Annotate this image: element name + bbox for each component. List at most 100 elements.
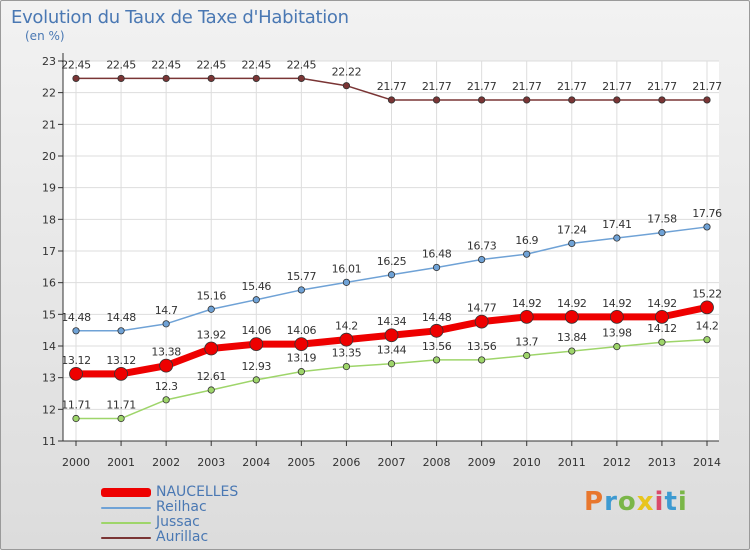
data-point-jussac bbox=[117, 414, 125, 423]
y-tick-label: 17 bbox=[42, 245, 56, 258]
data-point-jussac bbox=[658, 338, 666, 346]
y-tick-label: 11 bbox=[42, 435, 56, 448]
data-label-naucelles: 13.12 bbox=[61, 354, 91, 367]
legend-label: Aurillac bbox=[156, 529, 209, 545]
data-point-aurillac bbox=[703, 96, 711, 104]
data-point-jussac bbox=[252, 376, 260, 384]
data-point-reilhac bbox=[478, 255, 486, 264]
data-label-reilhac: 16.73 bbox=[467, 240, 497, 253]
data-point-jussac bbox=[387, 360, 396, 368]
data-label-aurillac: 21.77 bbox=[467, 80, 497, 93]
data-point-naucelles bbox=[655, 309, 669, 324]
x-tick-label: 2002 bbox=[152, 456, 180, 469]
data-label-naucelles: 14.34 bbox=[377, 315, 407, 328]
data-label-naucelles: 14.92 bbox=[557, 297, 587, 310]
data-label-naucelles: 15.22 bbox=[692, 287, 722, 300]
data-label-naucelles: 14.2 bbox=[335, 320, 358, 333]
data-label-aurillac: 22.22 bbox=[332, 66, 362, 79]
y-tick-label: 15 bbox=[42, 308, 56, 321]
data-label-jussac: 13.35 bbox=[332, 347, 362, 360]
data-point-naucelles bbox=[384, 328, 399, 343]
logo-letter: P bbox=[584, 487, 605, 517]
data-label-reilhac: 17.58 bbox=[647, 213, 677, 226]
y-tick-label: 14 bbox=[42, 340, 56, 353]
data-label-aurillac: 21.77 bbox=[377, 80, 407, 93]
data-point-naucelles bbox=[700, 300, 714, 315]
data-point-naucelles bbox=[339, 332, 354, 347]
logo-letter: o bbox=[617, 487, 637, 517]
data-point-jussac bbox=[342, 362, 351, 371]
data-point-jussac bbox=[703, 336, 711, 344]
legend-label: Jussac bbox=[156, 514, 200, 530]
data-point-naucelles bbox=[114, 366, 128, 381]
data-point-aurillac bbox=[478, 96, 486, 104]
data-label-aurillac: 22.45 bbox=[151, 58, 181, 71]
data-label-aurillac: 22.45 bbox=[61, 58, 91, 71]
y-tick-label: 22 bbox=[42, 87, 56, 100]
data-label-aurillac: 21.77 bbox=[647, 80, 677, 93]
data-label-jussac: 12.3 bbox=[155, 380, 178, 393]
x-tick-label: 2006 bbox=[332, 456, 360, 469]
data-point-jussac bbox=[72, 414, 80, 423]
data-label-aurillac: 22.45 bbox=[196, 58, 226, 71]
data-label-reilhac: 17.41 bbox=[602, 218, 632, 231]
data-point-jussac bbox=[478, 356, 486, 364]
data-point-reilhac bbox=[117, 327, 125, 335]
logo-letter: r bbox=[604, 487, 618, 517]
y-tick-label: 18 bbox=[42, 213, 56, 226]
data-label-jussac: 12.61 bbox=[196, 370, 226, 383]
data-label-naucelles: 13.92 bbox=[196, 329, 226, 342]
x-tick-label: 2011 bbox=[558, 456, 586, 469]
data-label-aurillac: 21.77 bbox=[512, 80, 542, 93]
data-point-reilhac bbox=[342, 278, 351, 286]
data-label-reilhac: 15.16 bbox=[196, 289, 226, 302]
y-tick-label: 19 bbox=[42, 182, 56, 195]
data-point-aurillac bbox=[523, 96, 531, 104]
data-point-jussac bbox=[162, 396, 170, 404]
x-tick-label: 2001 bbox=[107, 456, 135, 469]
x-tick-label: 2003 bbox=[197, 456, 225, 469]
data-label-naucelles: 14.48 bbox=[422, 311, 452, 324]
y-tick-label: 20 bbox=[42, 150, 56, 163]
logo-letter: x bbox=[636, 487, 655, 517]
data-point-aurillac bbox=[117, 74, 125, 83]
logo-letter: i bbox=[677, 487, 688, 517]
data-point-naucelles bbox=[204, 341, 219, 356]
data-point-reilhac bbox=[703, 223, 711, 231]
data-label-naucelles: 13.12 bbox=[106, 354, 136, 367]
data-point-aurillac bbox=[613, 96, 621, 104]
data-point-aurillac bbox=[342, 82, 351, 90]
data-label-jussac: 11.71 bbox=[61, 399, 91, 412]
data-point-naucelles bbox=[429, 323, 444, 338]
data-label-naucelles: 14.06 bbox=[287, 324, 317, 337]
data-label-aurillac: 21.77 bbox=[557, 80, 587, 93]
data-label-jussac: 13.84 bbox=[557, 331, 587, 344]
data-label-reilhac: 14.7 bbox=[155, 304, 178, 317]
data-label-jussac: 13.19 bbox=[287, 352, 317, 365]
data-label-naucelles: 14.77 bbox=[467, 302, 497, 315]
x-tick-label: 2014 bbox=[693, 456, 721, 469]
data-point-reilhac bbox=[162, 320, 170, 328]
data-point-aurillac bbox=[162, 74, 170, 83]
proxiti-logo: Proxiti bbox=[584, 487, 688, 517]
data-label-reilhac: 15.46 bbox=[242, 280, 272, 293]
data-label-aurillac: 21.77 bbox=[422, 80, 452, 93]
data-point-naucelles bbox=[564, 309, 579, 324]
data-point-reilhac bbox=[387, 271, 396, 279]
data-point-jussac bbox=[523, 351, 531, 360]
data-label-aurillac: 22.45 bbox=[242, 58, 272, 71]
data-label-jussac: 13.56 bbox=[422, 340, 452, 353]
data-label-aurillac: 21.77 bbox=[602, 80, 632, 93]
data-point-reilhac bbox=[658, 229, 666, 237]
y-tick-label: 23 bbox=[42, 55, 56, 68]
data-point-aurillac bbox=[387, 96, 396, 104]
data-label-jussac: 13.98 bbox=[602, 327, 632, 340]
data-point-reilhac bbox=[523, 250, 531, 258]
x-tick-label: 2013 bbox=[648, 456, 676, 469]
logo-letter: i bbox=[654, 487, 665, 517]
data-point-reilhac bbox=[568, 239, 576, 247]
data-label-reilhac: 17.76 bbox=[692, 207, 722, 220]
data-point-naucelles bbox=[249, 337, 264, 352]
x-tick-label: 2012 bbox=[603, 456, 631, 469]
